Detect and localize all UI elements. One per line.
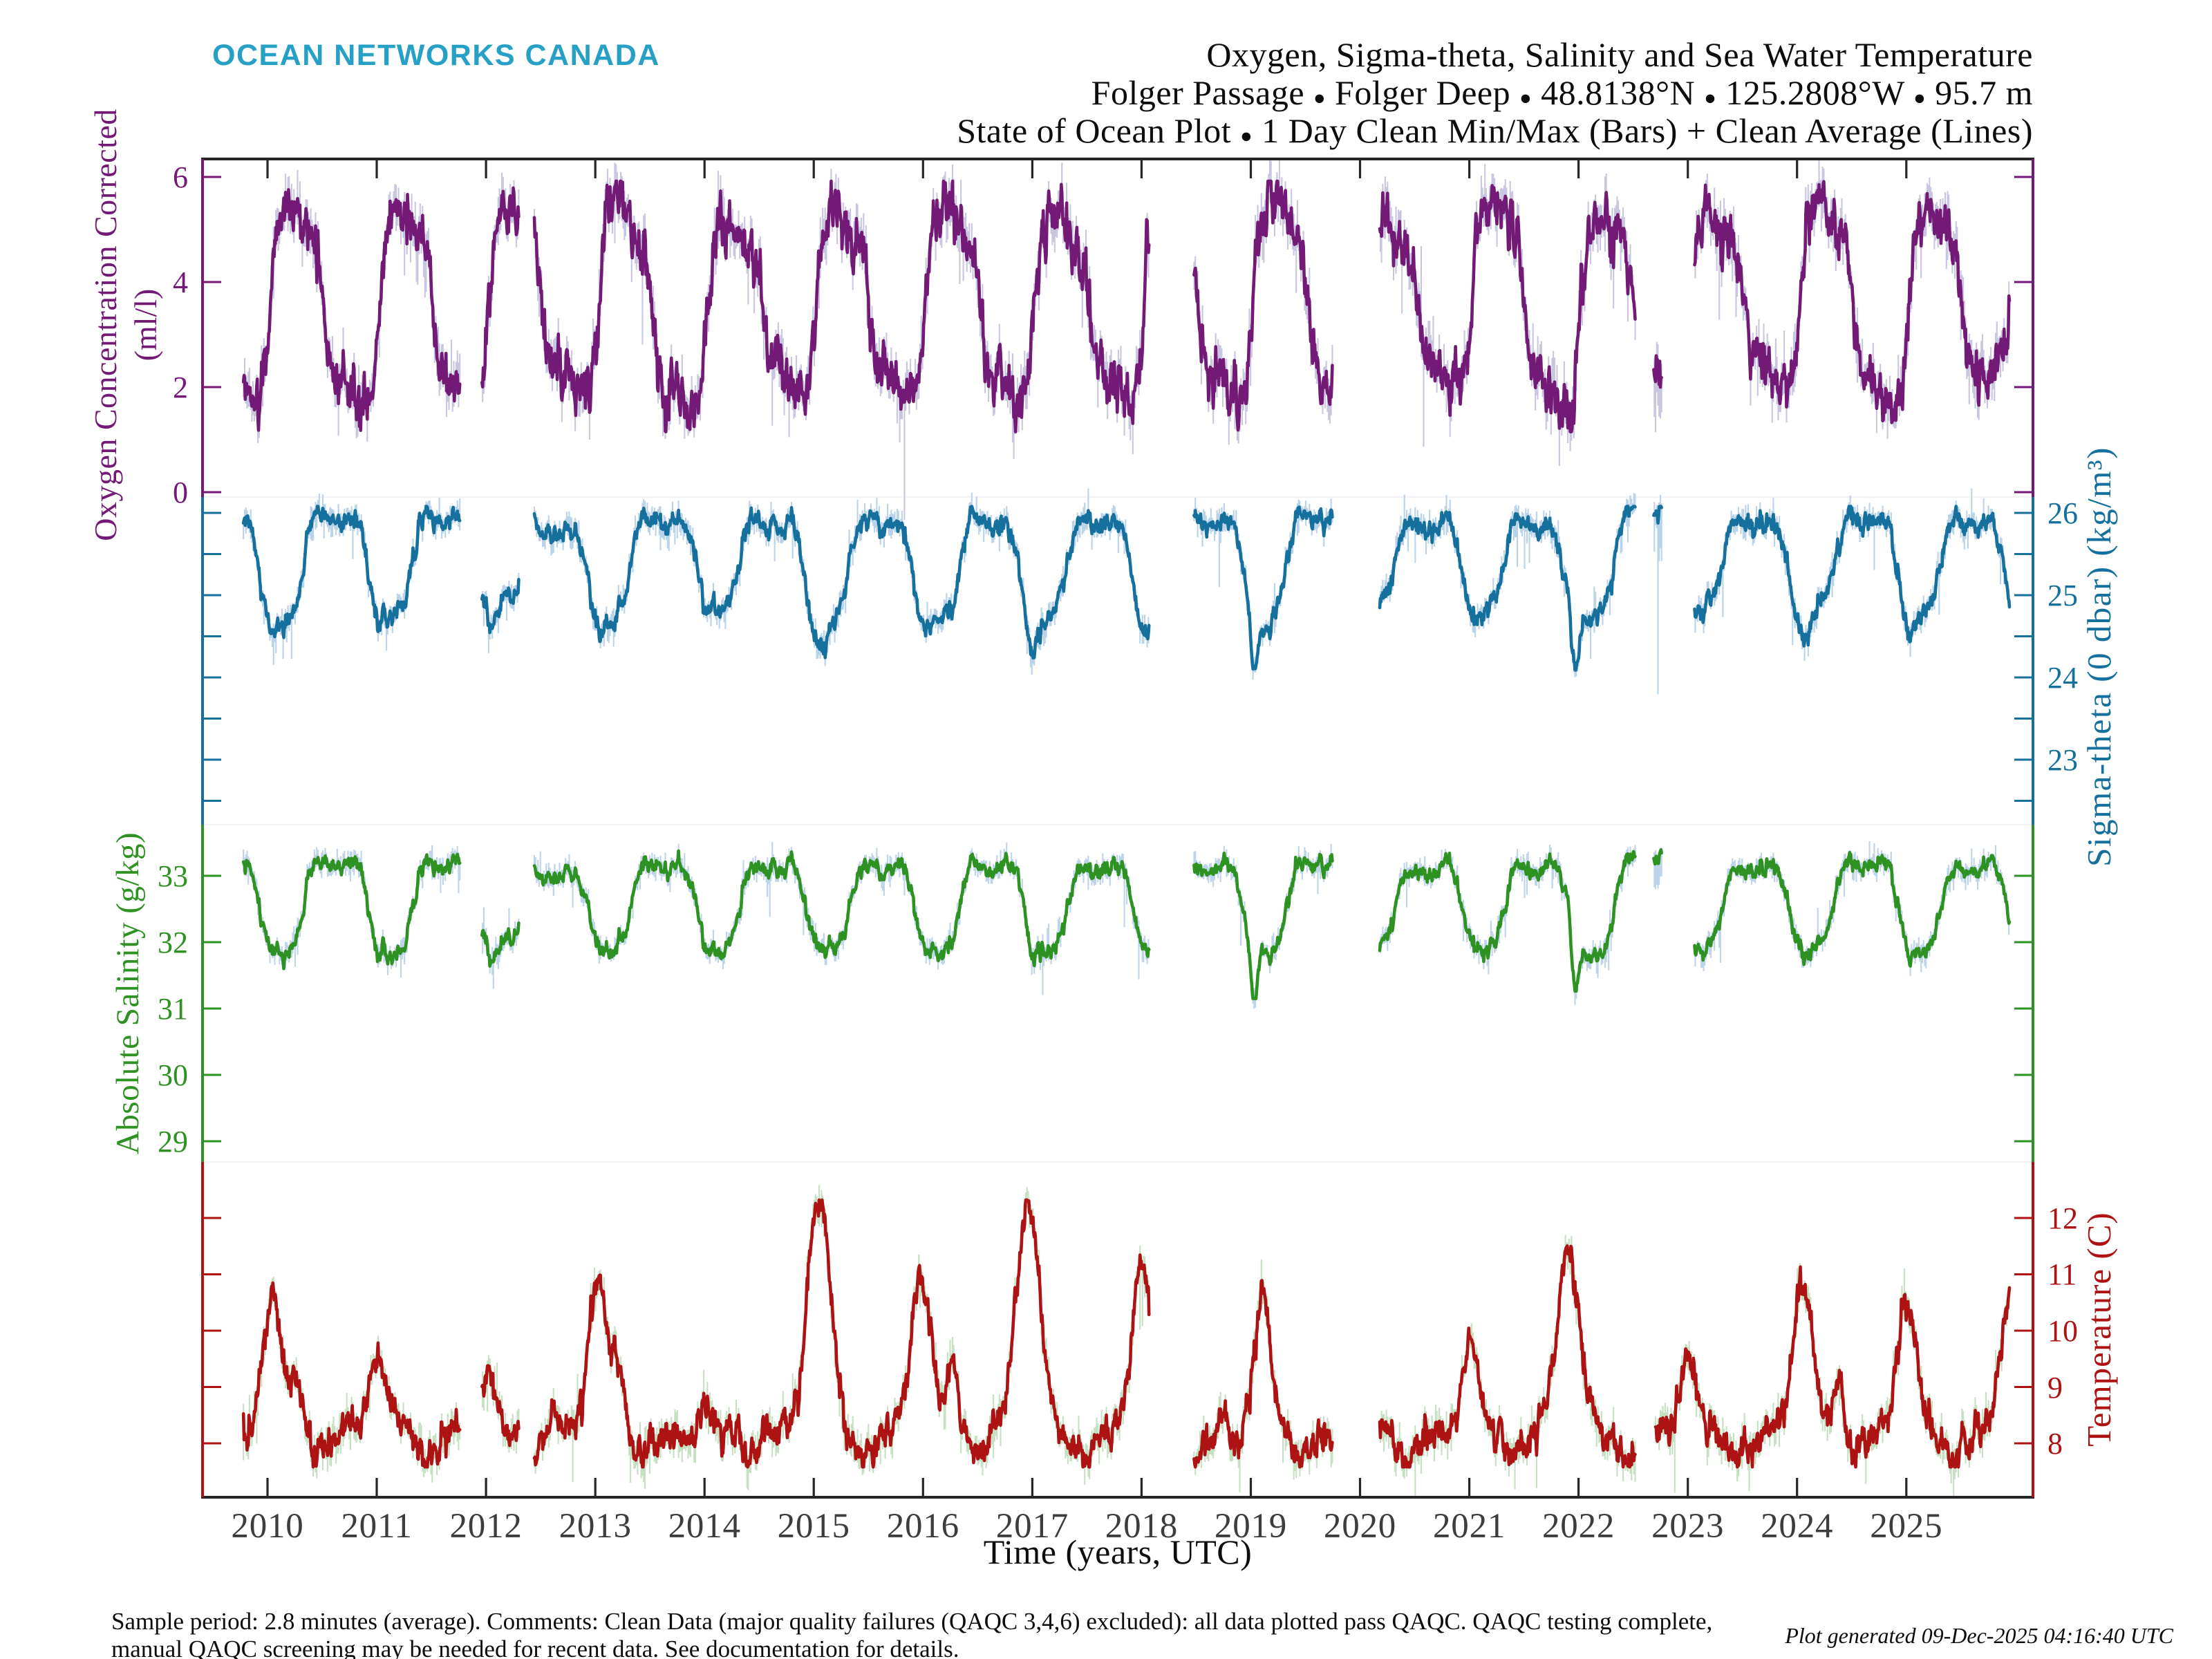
svg-text:State of Ocean Plot ● 1 Day Cl: State of Ocean Plot ● 1 Day Clean Min/Ma… [957, 111, 2033, 150]
svg-text:33: 33 [158, 859, 188, 893]
svg-text:Oxygen Concentration Corrected: Oxygen Concentration Corrected [88, 109, 123, 541]
svg-text:2021: 2021 [1433, 1507, 1506, 1546]
svg-text:23: 23 [2047, 743, 2078, 777]
svg-text:Time (years, UTC): Time (years, UTC) [984, 1533, 1253, 1571]
svg-text:2018: 2018 [1105, 1507, 1178, 1546]
svg-text:2022: 2022 [1542, 1507, 1615, 1546]
svg-text:29: 29 [158, 1125, 188, 1159]
svg-text:Sample period: 2.8 minutes (av: Sample period: 2.8 minutes (average). Co… [111, 1608, 1712, 1635]
svg-text:6: 6 [173, 160, 188, 194]
svg-text:11: 11 [2047, 1257, 2077, 1291]
svg-text:2016: 2016 [887, 1507, 959, 1546]
svg-text:12: 12 [2047, 1201, 2078, 1235]
svg-text:31: 31 [158, 992, 188, 1026]
svg-text:25: 25 [2047, 579, 2078, 612]
svg-text:2019: 2019 [1215, 1507, 1287, 1546]
svg-text:Temperature (C): Temperature (C) [2080, 1212, 2118, 1446]
svg-text:24: 24 [2047, 661, 2078, 695]
svg-text:2025: 2025 [1870, 1507, 1942, 1546]
svg-text:2017: 2017 [996, 1507, 1069, 1546]
svg-text:Sigma-theta (0 dbar) (kg/m³): Sigma-theta (0 dbar) (kg/m³) [2080, 447, 2118, 867]
svg-text:0: 0 [173, 476, 188, 509]
svg-text:26: 26 [2047, 496, 2078, 530]
svg-text:2023: 2023 [1651, 1507, 1724, 1546]
svg-text:Absolute Salinity (g/kg): Absolute Salinity (g/kg) [110, 832, 146, 1154]
svg-text:2: 2 [173, 371, 188, 404]
svg-text:Plot generated 09-Dec-2025 04:: Plot generated 09-Dec-2025 04:16:40 UTC [1784, 1623, 2173, 1648]
svg-text:2024: 2024 [1761, 1507, 1833, 1546]
svg-text:2014: 2014 [668, 1507, 741, 1546]
svg-text:10: 10 [2047, 1314, 2078, 1348]
svg-text:30: 30 [158, 1058, 188, 1092]
svg-text:32: 32 [158, 926, 188, 959]
svg-text:2010: 2010 [231, 1507, 303, 1546]
svg-text:4: 4 [173, 265, 188, 299]
svg-text:8: 8 [2047, 1427, 2063, 1461]
svg-text:Folger Passage ● Folger Deep ●: Folger Passage ● Folger Deep ● 48.8138°N… [1091, 73, 2033, 112]
svg-text:manual QAQC screening may be n: manual QAQC screening may be needed for … [111, 1635, 959, 1659]
svg-text:2013: 2013 [559, 1507, 632, 1546]
svg-text:2012: 2012 [449, 1507, 522, 1546]
svg-text:2011: 2011 [341, 1507, 412, 1546]
svg-text:9: 9 [2047, 1371, 2063, 1405]
svg-text:2015: 2015 [778, 1507, 850, 1546]
svg-text:OCEAN NETWORKS CANADA: OCEAN NETWORKS CANADA [212, 39, 660, 72]
svg-text:Oxygen, Sigma-theta, Salinity: Oxygen, Sigma-theta, Salinity and Sea Wa… [1206, 35, 2033, 74]
svg-text:(ml/l): (ml/l) [128, 289, 163, 362]
svg-text:2020: 2020 [1324, 1507, 1396, 1546]
